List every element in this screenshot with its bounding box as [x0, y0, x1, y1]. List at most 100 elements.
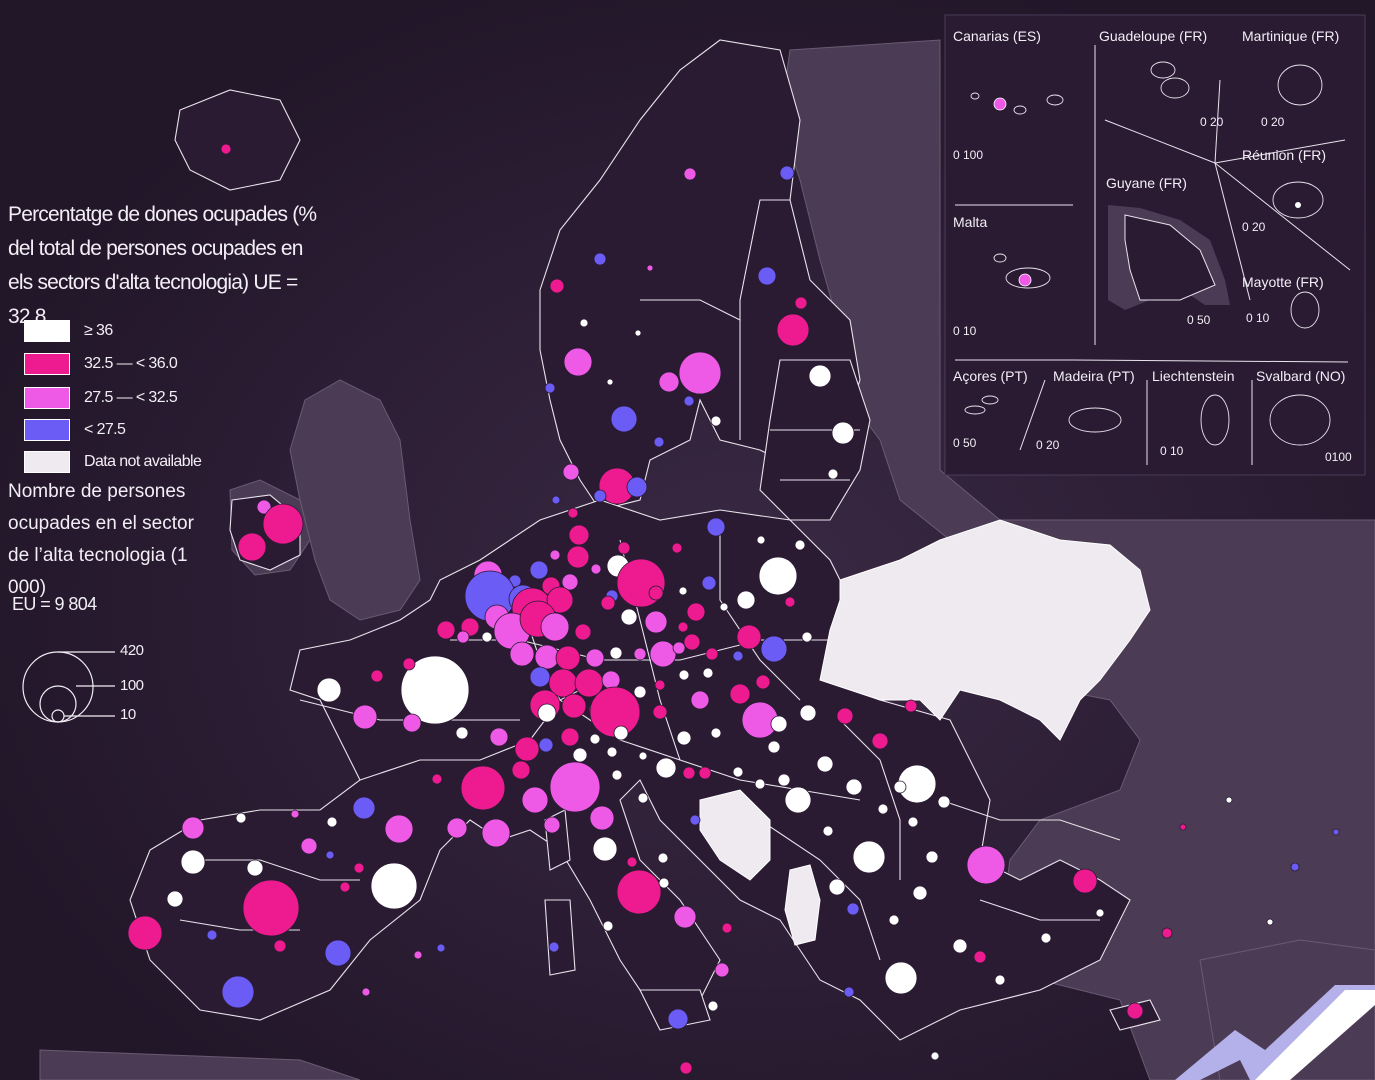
region-bubble: [511, 760, 531, 780]
region-bubble: [702, 667, 714, 679]
region-bubble: [966, 845, 1006, 885]
legend-label: < 27.5: [84, 421, 126, 438]
region-bubble: [460, 765, 506, 811]
region-bubble: [626, 856, 638, 868]
inset-label-liechtenstein: Liechtenstein: [1152, 368, 1235, 384]
region-bubble: [384, 814, 414, 844]
region-bubble: [794, 539, 806, 551]
region-bubble: [590, 563, 602, 575]
region-bubble: [574, 623, 592, 641]
region-bubble: [606, 746, 618, 758]
size-legend-value: 420: [120, 642, 144, 659]
region-bubble: [758, 556, 798, 596]
region-bubble: [610, 405, 638, 433]
region-bubble: [235, 812, 247, 824]
legend-row-3: 27.5 — < 32.5: [24, 386, 178, 410]
legend-row-5: Data not available: [24, 450, 202, 474]
region-bubble: [370, 669, 384, 683]
region-bubble: [220, 143, 232, 155]
region-bubble: [353, 862, 365, 874]
region-bubble: [754, 778, 766, 790]
region-bubble: [952, 938, 968, 954]
legend-swatch: [24, 353, 70, 375]
region-bubble: [877, 803, 889, 815]
region-bubble: [845, 778, 863, 796]
region-bubble: [489, 727, 509, 747]
region-bubble: [784, 596, 796, 608]
region-bubble: [563, 347, 593, 377]
region-bubble: [617, 541, 631, 555]
region-bubble: [822, 825, 834, 837]
region-bubble: [638, 751, 648, 761]
region-bubble: [237, 532, 267, 562]
region-bubble: [273, 939, 287, 953]
region-bubble: [755, 674, 771, 690]
region-bubble: [620, 608, 638, 626]
scale-bar-acores: 0 50: [953, 436, 977, 450]
bubbles-layer: [127, 143, 1340, 1075]
region-bubble: [529, 666, 551, 688]
region-bubble: [549, 761, 601, 813]
inset-label-madeira: Madeira (PT): [1053, 368, 1135, 384]
region-bubble: [180, 849, 206, 875]
legend-label: 32.5 — < 36.0: [84, 355, 178, 372]
region-bubble: [721, 922, 733, 934]
region-bubble: [290, 809, 300, 819]
inset-panel: [944, 14, 1366, 476]
region-bubble: [633, 685, 647, 699]
region-bubble: [166, 890, 184, 908]
region-bubble: [679, 1061, 693, 1075]
region-bubble: [683, 633, 701, 651]
region-bubble: [655, 757, 677, 779]
region-bubble: [127, 915, 163, 951]
region-bubble: [808, 364, 832, 388]
region-bubble: [846, 902, 860, 916]
region-bubble: [779, 165, 795, 181]
region-bubble: [667, 1008, 689, 1030]
region-bubble: [589, 805, 615, 831]
region-bubble: [1126, 1002, 1144, 1020]
region-bubble: [634, 329, 642, 337]
legend-swatch: [24, 451, 70, 473]
size-legend-value: 10: [120, 706, 136, 723]
region-bubble: [537, 703, 557, 723]
logo: [1175, 985, 1375, 1080]
legend-label: Data not available: [84, 453, 202, 470]
region-bubble: [325, 850, 335, 860]
region-bubble: [1179, 823, 1187, 831]
region-bubble: [912, 885, 928, 901]
region-bubble: [649, 640, 677, 668]
inset-label-guadeloupe: Guadeloupe (FR): [1099, 28, 1208, 44]
legend-row-1: ≥ 36: [24, 319, 113, 343]
region-bubble: [710, 727, 722, 739]
region-bubble: [816, 755, 834, 773]
inset-label-martinique: Martinique (FR): [1242, 28, 1340, 44]
legend-swatch: [24, 419, 70, 441]
legend-label: 27.5 — < 32.5: [84, 389, 178, 406]
region-bubble: [561, 693, 587, 719]
region-bubble: [548, 941, 560, 953]
scale-bar-svalbard: 0100: [1325, 450, 1352, 464]
region-bubble: [937, 795, 951, 809]
scale-bar-reunion: 0 20: [1242, 220, 1266, 234]
region-bubble: [732, 766, 744, 778]
region-bubble: [534, 644, 560, 670]
region-bubble: [677, 621, 689, 633]
inset-label-mayotte: Mayotte (FR): [1242, 274, 1324, 290]
region-bubble: [206, 929, 218, 941]
region-bubble: [729, 683, 751, 705]
region-bubble: [828, 878, 846, 896]
region-bubble: [719, 602, 729, 612]
region-bubble: [770, 715, 788, 733]
region-bubble: [361, 987, 371, 997]
region-bubble: [543, 816, 561, 834]
region-bubble: [686, 602, 706, 622]
region-bubble: [930, 1051, 940, 1061]
region-bubble: [455, 726, 469, 740]
region-bubble: [568, 524, 590, 546]
region-bubble: [776, 313, 810, 347]
region-bubble: [843, 986, 855, 998]
inset-label-reunion: Réunion (FR): [1242, 147, 1327, 163]
region-bubble: [626, 476, 648, 498]
region-bubble: [637, 792, 649, 804]
